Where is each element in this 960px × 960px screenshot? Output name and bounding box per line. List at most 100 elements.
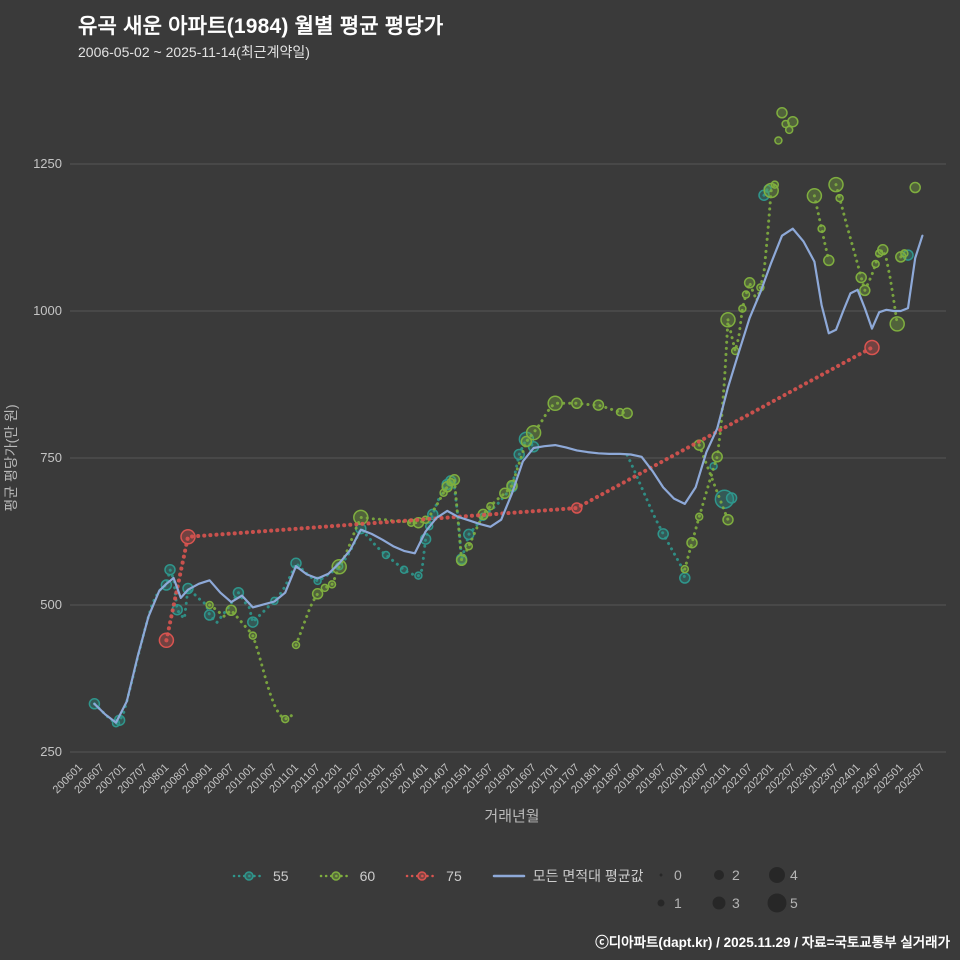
size-legend-label: 5	[790, 895, 798, 911]
data-point	[711, 451, 723, 463]
legend-label: 75	[446, 868, 462, 884]
size-legend-label: 4	[790, 867, 798, 883]
series-55	[88, 184, 914, 728]
data-point	[817, 224, 826, 233]
data-point	[381, 550, 391, 560]
x-axis-title: 거래년월	[484, 808, 539, 825]
series-trail	[812, 194, 831, 262]
data-point	[280, 714, 290, 724]
y-axis-title: 평균 평당가(만 원)	[3, 404, 19, 511]
data-point	[877, 244, 889, 256]
size-legend-item-5: 5	[764, 890, 822, 916]
data-point	[448, 474, 461, 486]
data-point	[203, 609, 216, 621]
legend-item-60[interactable]: 60	[319, 868, 376, 884]
data-point	[776, 107, 788, 119]
data-point	[499, 487, 511, 500]
data-point	[855, 271, 867, 284]
data-point	[399, 565, 409, 574]
y-axis-tick-labels: 250 500 750 1000 1250	[33, 156, 62, 759]
series-trail	[208, 603, 294, 721]
legend-swatch-icon	[405, 871, 439, 881]
data-point	[686, 536, 698, 549]
size-dot-icon	[657, 899, 665, 907]
data-point	[741, 290, 751, 299]
data-point	[774, 136, 783, 145]
data-point	[889, 316, 905, 332]
legend-item-75[interactable]: 75	[405, 868, 462, 884]
size-legend-item-4: 4	[764, 862, 822, 888]
data-point	[694, 512, 704, 522]
x-axis-tick-labels: 2006012006072007012007072008012008072009…	[51, 762, 928, 796]
legend-swatch-icon	[319, 871, 352, 881]
data-point	[743, 277, 756, 289]
size-legend-label: 1	[674, 895, 682, 911]
data-point	[414, 571, 423, 580]
y-tick-label: 1000	[33, 303, 62, 318]
data-point	[909, 181, 921, 194]
size-dot-icon	[767, 893, 787, 913]
legend-label: 60	[359, 868, 376, 884]
size-dot-icon	[712, 896, 726, 910]
data-point	[464, 541, 474, 551]
size-legend-item-0: 0	[648, 862, 706, 888]
legend-item-모든 면적대 평균값[interactable]: 모든 면적대 평균값	[492, 866, 644, 886]
chart-subtitle: 2006-05-02 ~ 2025-11-14(최근계약일)	[78, 44, 310, 60]
data-point	[225, 604, 237, 617]
data-point	[525, 424, 542, 441]
data-point	[592, 399, 605, 411]
y-tick-label: 1250	[33, 156, 62, 171]
legend-swatch-icon	[492, 874, 525, 878]
data-point	[547, 395, 563, 412]
data-point	[291, 640, 301, 650]
data-point	[205, 600, 214, 610]
size-legend-item-1: 1	[648, 890, 706, 916]
size-legend-label: 3	[732, 895, 740, 911]
size-dot-icon	[714, 870, 724, 880]
data-point	[164, 563, 176, 576]
data-point	[571, 397, 583, 410]
size-dot-icon	[659, 873, 663, 877]
data-point	[787, 115, 799, 128]
data-point	[806, 188, 823, 204]
data-point	[320, 583, 330, 593]
avg-line-path	[93, 227, 924, 724]
data-point	[311, 588, 324, 600]
data-point	[722, 513, 734, 526]
data-point	[738, 304, 747, 313]
data-point	[871, 259, 880, 269]
data-point	[248, 631, 258, 640]
series-trail	[294, 401, 629, 647]
data-point	[455, 554, 468, 567]
legend-item-55[interactable]: 55	[232, 868, 289, 884]
data-point	[680, 564, 690, 574]
data-point	[900, 249, 909, 258]
data-point	[770, 180, 780, 189]
size-legend-item-2: 2	[706, 862, 764, 888]
data-point	[353, 509, 369, 526]
data-point	[828, 176, 844, 193]
size-legend: 0 2 4 1 3 5	[648, 862, 822, 916]
data-point	[859, 284, 871, 297]
size-dot-icon	[769, 867, 785, 883]
footer-credit: ⓒ디아파트(dapt.kr) / 2025.11.29 / 자료=국토교통부 실…	[595, 935, 950, 950]
data-point	[784, 125, 794, 135]
series-60	[205, 107, 921, 724]
data-point	[823, 254, 835, 267]
data-point	[180, 529, 196, 545]
series-trail	[834, 183, 899, 326]
data-point	[331, 559, 347, 575]
legend: 55 60 75 모든 면적대 평균값	[232, 866, 644, 886]
legend-swatch-icon	[232, 871, 266, 881]
chart-title: 유곡 새운 아파트(1984) 월별 평균 평당가	[78, 15, 444, 38]
y-tick-label: 500	[40, 597, 62, 612]
data-point	[247, 616, 259, 628]
gridlines	[70, 163, 946, 753]
series-trail	[625, 453, 687, 580]
data-point	[571, 502, 583, 514]
size-legend-label: 2	[732, 867, 740, 883]
data-point	[679, 572, 691, 584]
series-모든 면적대 평균값	[93, 227, 924, 724]
y-tick-label: 250	[40, 744, 62, 759]
data-point	[657, 528, 669, 540]
